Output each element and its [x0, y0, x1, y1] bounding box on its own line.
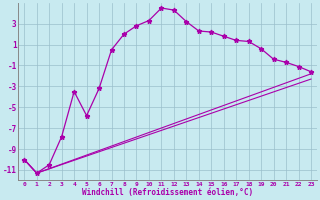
- X-axis label: Windchill (Refroidissement éolien,°C): Windchill (Refroidissement éolien,°C): [82, 188, 253, 197]
